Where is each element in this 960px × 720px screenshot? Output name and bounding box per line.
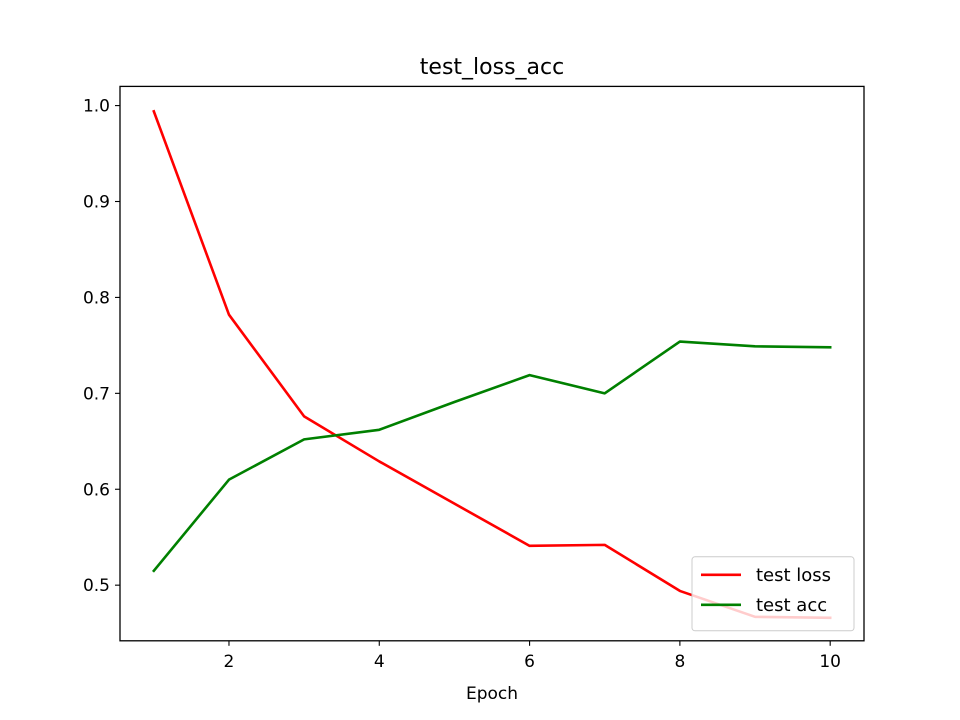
y-axis: 0.5 0.6 0.7 0.8 0.9 1.0 <box>83 97 120 596</box>
x-axis: 2 4 6 8 10 <box>224 640 841 672</box>
y-tick-label: 0.5 <box>83 576 110 596</box>
legend-label-test-loss: test loss <box>756 565 831 586</box>
x-tick-label: 4 <box>374 652 385 672</box>
x-tick-label: 8 <box>674 652 685 672</box>
axes-frame <box>119 85 865 642</box>
x-tick-label: 10 <box>819 652 841 672</box>
y-tick-label: 0.6 <box>83 480 110 500</box>
x-axis-label: Epoch <box>466 684 518 704</box>
y-tick-label: 0.7 <box>83 384 110 404</box>
legend-label-test-acc: test acc <box>756 595 827 616</box>
chart-title: test_loss_acc <box>420 55 564 80</box>
y-tick-label: 1.0 <box>83 97 110 117</box>
x-tick-label: 2 <box>224 652 235 672</box>
series-line-test-acc <box>151 340 832 573</box>
y-tick-label: 0.8 <box>83 288 110 308</box>
legend: test loss test acc <box>691 556 855 632</box>
y-tick-label: 0.9 <box>83 193 110 213</box>
x-tick-label: 6 <box>524 652 535 672</box>
